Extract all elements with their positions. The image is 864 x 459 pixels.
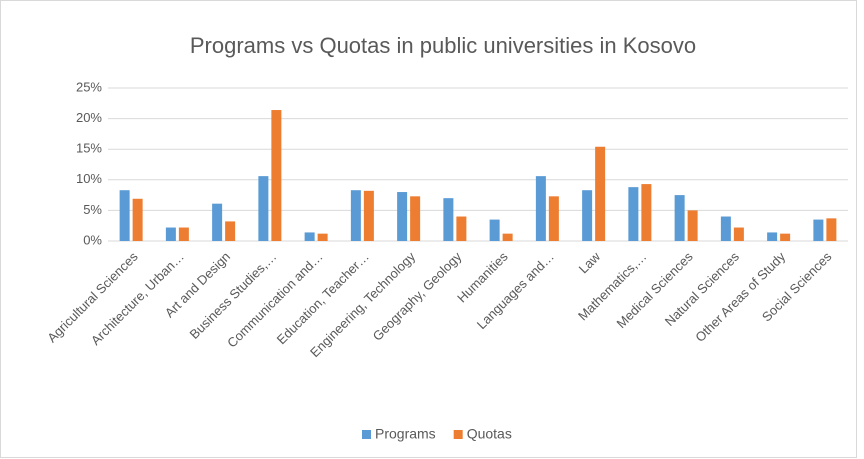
bar	[641, 184, 652, 241]
bar	[595, 146, 606, 241]
bar	[767, 232, 778, 241]
bar	[363, 190, 374, 241]
bar	[548, 196, 559, 241]
y-tick-label: 10%	[76, 171, 102, 186]
bar	[410, 196, 421, 241]
y-tick-label: 15%	[76, 141, 102, 156]
bar	[826, 218, 837, 241]
bar	[733, 227, 744, 241]
bar	[443, 198, 454, 241]
bar	[178, 227, 189, 241]
y-tick-label: 5%	[83, 202, 102, 217]
y-tick-label: 0%	[83, 232, 102, 247]
bar	[225, 221, 236, 241]
bar	[271, 110, 282, 241]
legend-label: Quotas	[467, 426, 512, 442]
bar	[582, 190, 593, 241]
y-tick-label: 25%	[76, 79, 102, 94]
bar	[780, 233, 791, 241]
bar	[674, 195, 685, 241]
bar	[535, 176, 546, 241]
bar	[720, 216, 731, 241]
bar	[350, 190, 361, 241]
bar	[317, 233, 328, 241]
legend-swatch	[453, 430, 463, 439]
bar	[258, 176, 269, 241]
bar	[132, 198, 143, 241]
y-tick-label: 20%	[76, 110, 102, 125]
bar	[304, 232, 315, 241]
bar	[397, 192, 408, 241]
bar	[813, 219, 824, 241]
bar	[456, 216, 467, 241]
bar	[489, 219, 500, 241]
bar	[687, 210, 698, 241]
bar	[628, 187, 639, 241]
bar	[165, 227, 176, 241]
legend-swatch	[362, 430, 371, 439]
bar	[119, 190, 130, 241]
chart-title: Programs vs Quotas in public universitie…	[190, 33, 696, 58]
bar	[502, 233, 513, 241]
legend-label: Programs	[375, 426, 436, 442]
bar	[212, 203, 223, 241]
